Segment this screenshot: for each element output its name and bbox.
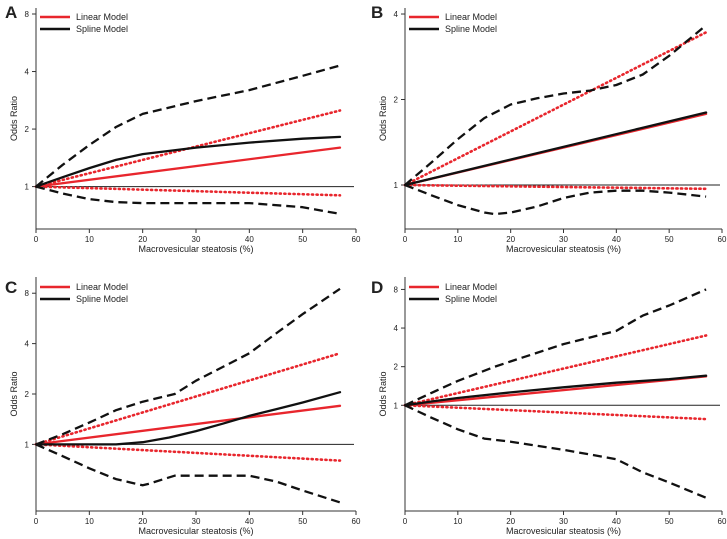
series-linear-model-upper-95-ci bbox=[403, 334, 708, 407]
y-tick-label: 8 bbox=[394, 285, 399, 294]
legend-label-spline: Spline Model bbox=[76, 24, 128, 34]
series-spline-model bbox=[34, 135, 342, 188]
x-axis-title: Macrovesicular steatosis (%) bbox=[138, 244, 253, 254]
series-linear-model bbox=[403, 375, 708, 407]
x-tick-label: 50 bbox=[665, 235, 674, 244]
series-spline-model-upper-95-ci bbox=[35, 287, 341, 446]
x-tick-label: 20 bbox=[506, 235, 515, 244]
x-tick-label: 50 bbox=[665, 517, 674, 526]
y-tick-label: 2 bbox=[25, 390, 30, 399]
panel-letter-c: C bbox=[5, 278, 17, 297]
x-tick-label: 30 bbox=[192, 235, 201, 244]
x-tick-label: 0 bbox=[34, 517, 39, 526]
x-tick-label: 50 bbox=[298, 235, 307, 244]
x-tick-label: 40 bbox=[245, 235, 254, 244]
legend: Linear Model Spline Model bbox=[409, 12, 497, 34]
x-tick-label: 40 bbox=[612, 517, 621, 526]
y-tick-label: 4 bbox=[394, 324, 399, 333]
y-tick-label: 8 bbox=[25, 10, 30, 19]
legend-label-linear: Linear Model bbox=[76, 12, 128, 22]
series-linear-model-upper-95-ci bbox=[34, 351, 342, 446]
series-linear-model-lower-95-ci bbox=[403, 183, 708, 191]
x-tick-label: 0 bbox=[403, 235, 408, 244]
y-tick-label: 8 bbox=[25, 289, 30, 298]
x-tick-label: 20 bbox=[506, 517, 515, 526]
x-tick-label: 10 bbox=[85, 517, 94, 526]
x-tick-label: 30 bbox=[559, 235, 568, 244]
x-axis-title: Macrovesicular steatosis (%) bbox=[138, 526, 253, 536]
x-tick-label: 10 bbox=[453, 517, 462, 526]
x-axis-title: Macrovesicular steatosis (%) bbox=[506, 244, 621, 254]
x-tick-label: 60 bbox=[352, 517, 361, 526]
y-axis-title: Odds Ratio bbox=[9, 96, 19, 141]
series-spline-model bbox=[34, 391, 342, 446]
series-linear-model-lower-95-ci bbox=[403, 403, 708, 421]
x-tick-label: 0 bbox=[34, 235, 39, 244]
x-tick-label: 60 bbox=[352, 235, 361, 244]
legend-label-linear: Linear Model bbox=[445, 12, 497, 22]
series-spline-model-upper-95-ci bbox=[404, 288, 707, 407]
x-tick-label: 20 bbox=[138, 517, 147, 526]
series-linear-model bbox=[34, 146, 342, 188]
series-linear-model-upper-95-ci bbox=[403, 30, 708, 187]
x-tick-label: 50 bbox=[298, 517, 307, 526]
series-spline-model bbox=[403, 374, 708, 407]
series-spline-model-upper-95-ci bbox=[35, 64, 341, 188]
panel-a: A 1 2 4 8 0 10 20 30 40 50 60 Macrovesicular steatos… bbox=[5, 3, 361, 254]
y-tick-label: 4 bbox=[394, 10, 399, 19]
x-tick-label: 40 bbox=[245, 517, 254, 526]
y-tick-label: 2 bbox=[394, 363, 399, 372]
y-axis-title: Odds Ratio bbox=[9, 371, 19, 416]
series-linear-model-lower-95-ci bbox=[34, 443, 342, 462]
legend-label-linear: Linear Model bbox=[76, 282, 128, 292]
y-tick-label: 1 bbox=[25, 183, 30, 192]
series-spline-model-upper-95-ci bbox=[404, 24, 707, 186]
y-axis-title: Odds Ratio bbox=[378, 96, 388, 141]
x-tick-label: 10 bbox=[453, 235, 462, 244]
x-tick-label: 20 bbox=[138, 235, 147, 244]
legend-label-spline: Spline Model bbox=[445, 24, 497, 34]
x-tick-label: 40 bbox=[612, 235, 621, 244]
panel-c: C 1 2 4 8 0 10 20 30 40 50 60 Macrovesicular steatos… bbox=[5, 277, 361, 536]
legend-label-spline: Spline Model bbox=[76, 294, 128, 304]
series-spline-model bbox=[403, 111, 708, 187]
x-tick-label: 0 bbox=[403, 517, 408, 526]
series-spline-model-lower-95-ci bbox=[404, 183, 707, 216]
y-tick-label: 2 bbox=[394, 96, 399, 105]
y-tick-label: 1 bbox=[25, 440, 30, 449]
legend: Linear Model Spline Model bbox=[409, 282, 497, 304]
legend: Linear Model Spline Model bbox=[40, 12, 128, 34]
y-tick-label: 1 bbox=[394, 181, 399, 190]
x-tick-label: 60 bbox=[718, 235, 727, 244]
panel-letter-d: D bbox=[371, 278, 383, 297]
y-tick-label: 4 bbox=[25, 68, 30, 77]
y-tick-label: 1 bbox=[394, 401, 399, 410]
x-axis-title: Macrovesicular steatosis (%) bbox=[506, 526, 621, 536]
y-axis-title: Odds Ratio bbox=[378, 371, 388, 416]
y-tick-label: 4 bbox=[25, 340, 30, 349]
panel-letter-a: A bbox=[5, 3, 17, 22]
legend: Linear Model Spline Model bbox=[40, 282, 128, 304]
x-tick-label: 60 bbox=[718, 517, 727, 526]
series-spline-model-lower-95-ci bbox=[404, 404, 707, 499]
series-linear-model bbox=[34, 404, 342, 446]
x-tick-label: 30 bbox=[192, 517, 201, 526]
x-tick-label: 10 bbox=[85, 235, 94, 244]
y-tick-label: 2 bbox=[25, 125, 30, 134]
legend-label-linear: Linear Model bbox=[445, 282, 497, 292]
legend-label-spline: Spline Model bbox=[445, 294, 497, 304]
series-spline-model-lower-95-ci bbox=[35, 443, 341, 504]
panel-d: D 1 2 4 8 0 10 20 30 40 50 60 Macrovesicular steatos… bbox=[371, 277, 727, 536]
series-linear-model-lower-95-ci bbox=[34, 185, 342, 197]
panel-letter-b: B bbox=[371, 3, 383, 22]
x-tick-label: 30 bbox=[559, 517, 568, 526]
series-spline-model-lower-95-ci bbox=[35, 185, 341, 216]
